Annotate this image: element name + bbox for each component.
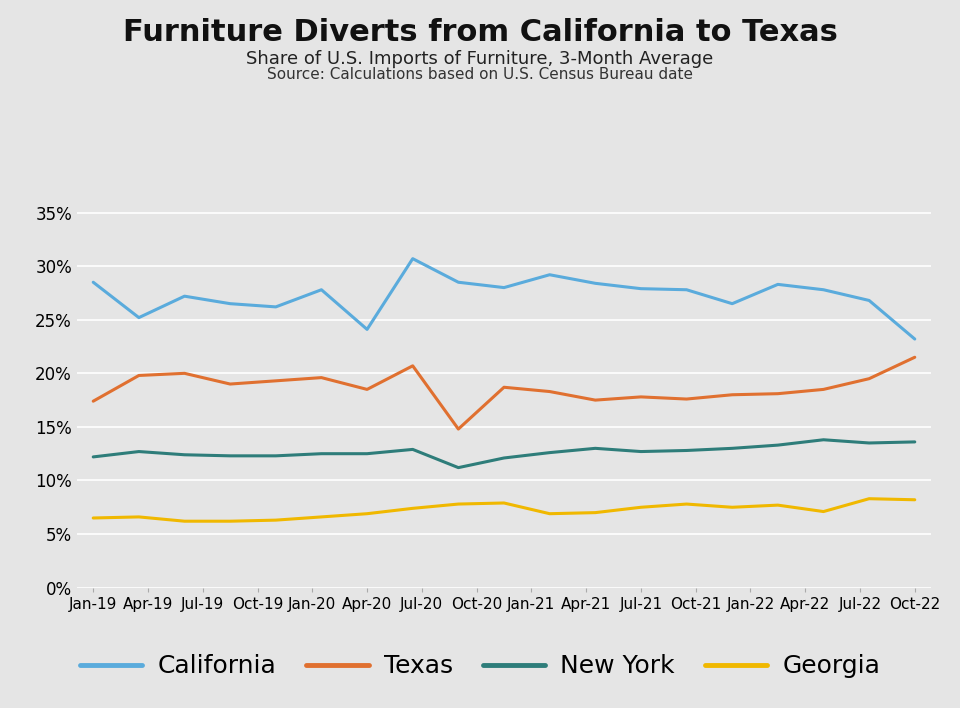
Georgia bbox=[270, 516, 281, 525]
New York bbox=[636, 447, 647, 456]
Georgia bbox=[818, 508, 829, 516]
New York bbox=[452, 463, 464, 472]
Line: Texas: Texas bbox=[93, 358, 915, 429]
New York bbox=[498, 454, 510, 462]
California bbox=[133, 314, 145, 322]
Georgia bbox=[909, 496, 921, 504]
New York bbox=[361, 450, 372, 458]
California bbox=[361, 325, 372, 333]
California bbox=[727, 299, 738, 308]
California bbox=[270, 302, 281, 311]
Texas bbox=[544, 387, 556, 396]
Georgia bbox=[863, 494, 875, 503]
California bbox=[772, 280, 783, 289]
Texas bbox=[225, 379, 236, 388]
Legend: California, Texas, New York, Georgia: California, Texas, New York, Georgia bbox=[70, 644, 890, 688]
California bbox=[179, 292, 190, 300]
Georgia bbox=[87, 514, 99, 523]
Texas bbox=[772, 389, 783, 398]
Line: California: California bbox=[93, 258, 915, 339]
California bbox=[589, 279, 601, 287]
Texas bbox=[361, 385, 372, 394]
New York bbox=[225, 452, 236, 460]
Georgia bbox=[225, 517, 236, 525]
New York bbox=[179, 450, 190, 459]
Georgia bbox=[636, 503, 647, 511]
New York bbox=[270, 452, 281, 460]
Georgia bbox=[179, 517, 190, 525]
Georgia bbox=[544, 510, 556, 518]
New York bbox=[818, 435, 829, 444]
Text: Furniture Diverts from California to Texas: Furniture Diverts from California to Tex… bbox=[123, 18, 837, 47]
New York bbox=[909, 438, 921, 446]
New York bbox=[407, 445, 419, 454]
California bbox=[818, 285, 829, 294]
California bbox=[636, 285, 647, 293]
California bbox=[407, 254, 419, 263]
Texas bbox=[636, 393, 647, 401]
California bbox=[681, 285, 692, 294]
New York bbox=[589, 444, 601, 452]
New York bbox=[727, 444, 738, 452]
Text: Source: Calculations based on U.S. Census Bureau date: Source: Calculations based on U.S. Censu… bbox=[267, 67, 693, 82]
Texas bbox=[727, 391, 738, 399]
Texas bbox=[179, 369, 190, 377]
Texas bbox=[270, 377, 281, 385]
California bbox=[316, 285, 327, 294]
Texas bbox=[407, 362, 419, 370]
Texas bbox=[316, 373, 327, 382]
New York bbox=[133, 447, 145, 456]
California bbox=[909, 335, 921, 343]
Georgia bbox=[407, 504, 419, 513]
New York bbox=[772, 441, 783, 450]
Georgia bbox=[681, 500, 692, 508]
California bbox=[498, 283, 510, 292]
California bbox=[863, 296, 875, 304]
Texas bbox=[589, 396, 601, 404]
Georgia bbox=[727, 503, 738, 511]
Texas bbox=[452, 425, 464, 433]
California bbox=[87, 278, 99, 287]
New York bbox=[87, 452, 99, 461]
New York bbox=[316, 450, 327, 458]
Line: New York: New York bbox=[93, 440, 915, 467]
Georgia bbox=[772, 501, 783, 509]
California bbox=[544, 270, 556, 279]
Georgia bbox=[361, 510, 372, 518]
Texas bbox=[87, 397, 99, 406]
California bbox=[225, 299, 236, 308]
Texas bbox=[681, 395, 692, 404]
New York bbox=[681, 446, 692, 455]
Georgia bbox=[452, 500, 464, 508]
Georgia bbox=[133, 513, 145, 521]
Georgia bbox=[498, 498, 510, 507]
Texas bbox=[498, 383, 510, 392]
Line: Georgia: Georgia bbox=[93, 498, 915, 521]
New York bbox=[544, 448, 556, 457]
California bbox=[452, 278, 464, 287]
Texas bbox=[133, 371, 145, 379]
Texas bbox=[909, 353, 921, 362]
Georgia bbox=[316, 513, 327, 521]
Texas bbox=[863, 375, 875, 383]
Text: Share of U.S. Imports of Furniture, 3-Month Average: Share of U.S. Imports of Furniture, 3-Mo… bbox=[247, 50, 713, 67]
Texas bbox=[818, 385, 829, 394]
New York bbox=[863, 439, 875, 447]
Georgia bbox=[589, 508, 601, 517]
